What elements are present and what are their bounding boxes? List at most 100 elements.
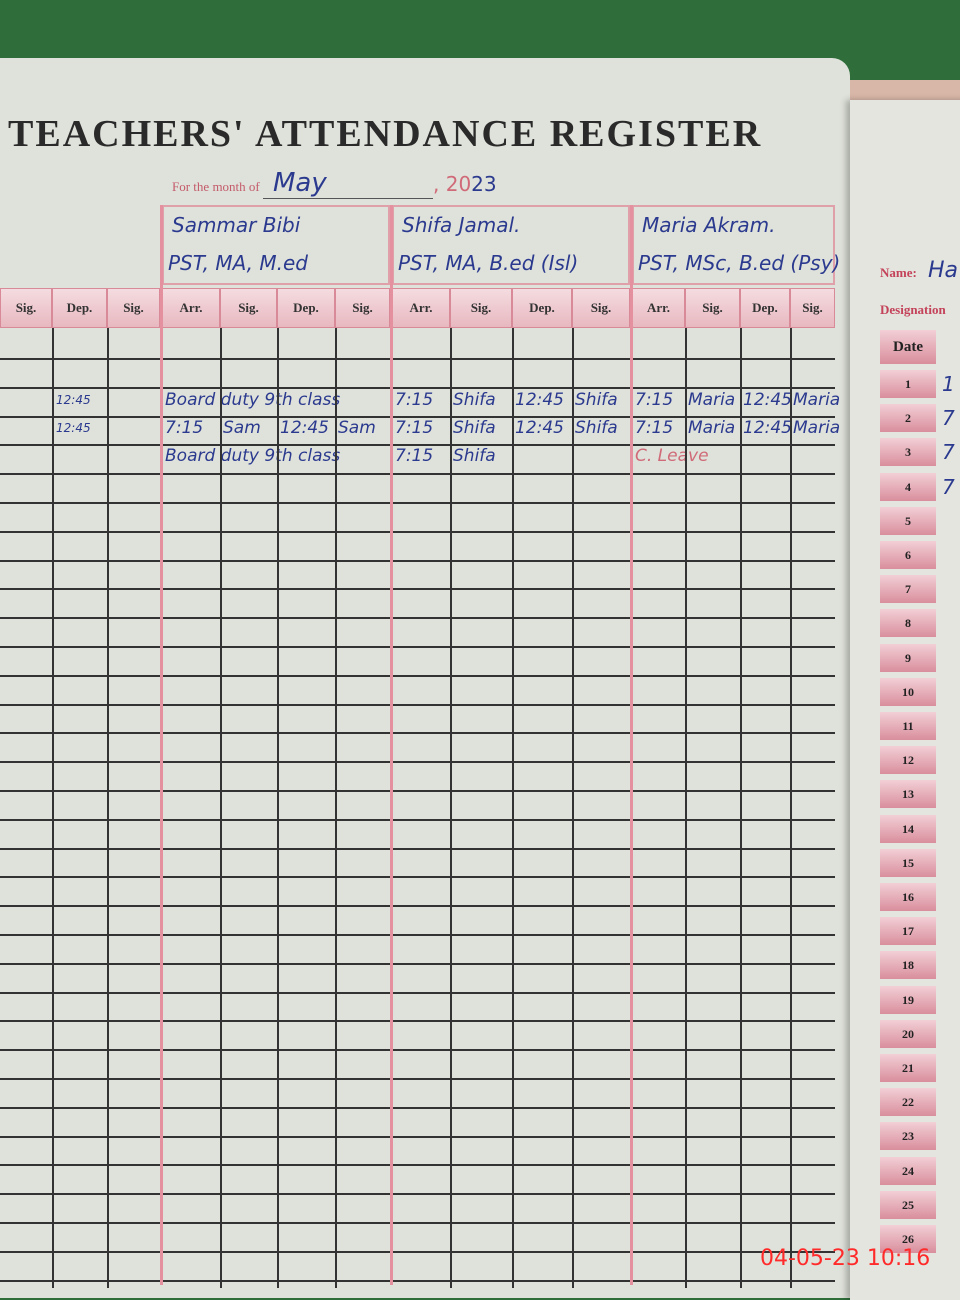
grid-row-line [0, 559, 835, 562]
grid-row-line [0, 646, 835, 648]
grid-row-line [0, 962, 835, 965]
grid-column-line [220, 328, 222, 1288]
date-cell: 15 [880, 848, 936, 877]
grid-row-line [0, 991, 835, 994]
column-header-sig: Sig. [790, 288, 835, 328]
month-value: May [263, 168, 433, 199]
page-title: TEACHERS' ATTENDANCE REGISTER [8, 113, 763, 155]
attendance-entry: 12:45 [743, 418, 792, 438]
date-cell: 19 [880, 985, 936, 1014]
column-header-sig: Sig. [335, 288, 390, 328]
attendance-entry: 7:15 [395, 390, 434, 410]
teacher-name: Maria Akram. [642, 213, 776, 237]
column-header-sig: Sig. [685, 288, 740, 328]
attendance-entry: 12:45 [515, 418, 564, 438]
date-cell: 5 [880, 506, 936, 535]
date-cell: 24 [880, 1156, 936, 1185]
grid-row-line [0, 847, 835, 850]
column-header-dep: Dep. [277, 288, 335, 328]
attendance-entry: Sam [338, 418, 376, 438]
grid-row-line [0, 1222, 835, 1224]
column-header-partial: Dep. [52, 288, 107, 328]
teacher-qualification: PST, MA, B.ed (Isl) [398, 251, 579, 275]
attendance-entry: Maria [688, 390, 736, 410]
date-cell: 25 [880, 1190, 936, 1219]
column-header-sig: Sig. [220, 288, 277, 328]
attendance-entry: 7:15 [165, 418, 204, 438]
grid-column-line [107, 328, 109, 1288]
grid-row-line [0, 617, 835, 620]
date-cell: 13 [880, 780, 936, 809]
month-line: For the month of May, 2023 [172, 168, 497, 199]
attendance-entry: 12:45 [56, 421, 91, 435]
section-divider [630, 205, 633, 1285]
attendance-entry: Shifa [453, 418, 496, 438]
grid-row-line [0, 1193, 835, 1196]
attendance-entry: Maria [793, 418, 841, 438]
name-value: Ha [928, 258, 959, 283]
date-cell: 11 [880, 712, 936, 740]
date-cell: 10 [880, 677, 936, 706]
date-cell: 21 [880, 1054, 936, 1082]
attendance-entry: 7:15 [635, 390, 674, 410]
grid-row-line [0, 1020, 835, 1023]
grid-row-line [0, 358, 835, 360]
date-cell: 12 [880, 746, 936, 775]
attendance-entry: 12:45 [743, 390, 792, 410]
teacher-header: Maria Akram. PST, MSc, B.ed (Psy) [632, 205, 840, 285]
grid-row-line [0, 732, 835, 735]
column-header-partial: Sig. [107, 288, 160, 328]
date-cell: 20 [880, 1019, 936, 1048]
grid-column-line [52, 328, 54, 1288]
attendance-entry: 7:15 [395, 446, 434, 466]
date-entry: 1 [942, 372, 955, 396]
grid-row-line [0, 761, 835, 764]
teacher-qualification: PST, MSc, B.ed (Psy) [638, 251, 841, 275]
name-label: Name: [880, 265, 917, 280]
date-entry: 7 [942, 474, 955, 499]
date-entry: 7 [942, 406, 955, 431]
attendance-entry: 7:15 [395, 418, 434, 438]
grid-row-line [0, 1135, 835, 1138]
teacher-header: Sammar Bibi PST, MA, M.ed [162, 205, 390, 285]
date-cell: 6 [880, 541, 936, 569]
attendance-entry: Shifa [453, 446, 496, 466]
column-header-arr: Arr. [632, 288, 685, 328]
date-cell: 8 [880, 609, 936, 638]
column-header-arr: Arr. [392, 288, 450, 328]
attendance-entry: Maria [688, 418, 736, 438]
section-divider [160, 205, 163, 1285]
year-value: 23 [471, 172, 497, 196]
right-page: Name: Ha Designation Date 1 2 3 4 5 6 7 8 9 10 11 1… [850, 100, 960, 1300]
grid-column-line [335, 328, 337, 1288]
date-cell: 14 [880, 814, 936, 843]
grid-column-line [512, 328, 514, 1288]
attendance-entry: Maria [793, 390, 841, 410]
date-cell: 16 [880, 883, 936, 911]
left-page [0, 58, 850, 1298]
attendance-entry: 12:45 [280, 418, 329, 438]
grid-row-line [0, 444, 835, 447]
attendance-entry: Board duty 9th class [165, 446, 341, 466]
date-cell: 4 [880, 472, 936, 501]
attendance-entry: 12:45 [56, 393, 91, 407]
grid-column-line [450, 328, 452, 1288]
teacher-name: Shifa Jamal. [402, 213, 521, 237]
date-cell: 23 [880, 1122, 936, 1151]
date-cell: 22 [880, 1088, 936, 1117]
attendance-entry: 7:15 [635, 418, 674, 438]
date-cell: 9 [880, 643, 936, 672]
attendance-entry: Shifa [575, 418, 618, 438]
grid-row-line [0, 473, 835, 476]
teacher-qualification: PST, MA, M.ed [168, 251, 308, 275]
grid-column-line [740, 328, 742, 1288]
teacher-name: Sammar Bibi [172, 213, 301, 237]
grid-row-line [0, 905, 835, 908]
attendance-entry: Shifa [575, 390, 618, 410]
grid-row-line [0, 703, 835, 706]
date-cell: 2 [880, 404, 936, 433]
grid-row-line [0, 876, 835, 879]
date-cell: 17 [880, 917, 936, 946]
date-header: Date [880, 330, 936, 364]
year-prefix: , 20 [433, 172, 472, 196]
